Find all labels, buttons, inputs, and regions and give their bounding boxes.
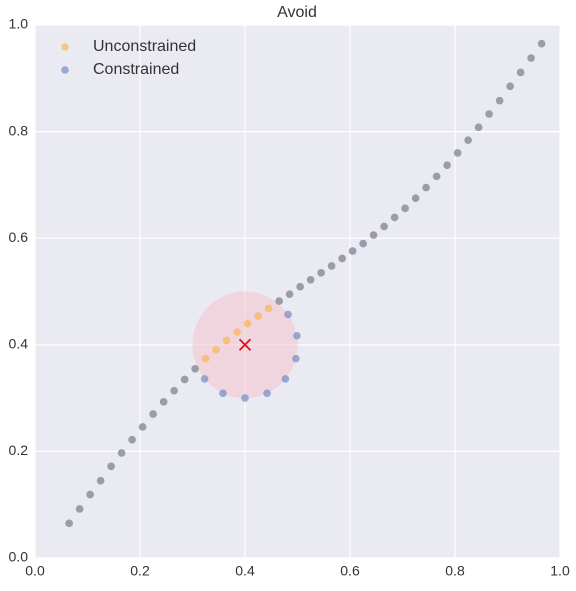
point xyxy=(263,389,271,398)
point xyxy=(527,54,535,62)
x-tick-label: 1.0 xyxy=(550,563,570,579)
point xyxy=(201,354,210,363)
point xyxy=(138,423,147,431)
legend-marker xyxy=(61,66,69,74)
point xyxy=(170,386,178,395)
point xyxy=(128,435,136,444)
point xyxy=(241,394,249,402)
y-tick-label: 0.4 xyxy=(9,336,29,352)
point xyxy=(275,297,283,305)
point xyxy=(422,183,430,192)
point xyxy=(380,222,388,231)
point xyxy=(219,389,227,398)
point xyxy=(200,375,209,383)
point xyxy=(86,490,94,499)
legend-label: Unconstrained xyxy=(93,38,196,55)
point xyxy=(281,375,290,383)
point xyxy=(117,449,126,457)
point xyxy=(65,519,73,528)
point xyxy=(96,476,105,485)
point xyxy=(180,375,189,384)
point xyxy=(369,231,378,239)
point xyxy=(292,354,300,363)
y-tick-label: 0.6 xyxy=(9,229,29,245)
point xyxy=(149,410,157,418)
point xyxy=(401,204,409,213)
point xyxy=(107,462,115,471)
point xyxy=(348,247,357,255)
x-tick-label: 0.8 xyxy=(445,563,465,579)
point xyxy=(390,213,399,222)
x-tick-label: 0.4 xyxy=(235,563,255,579)
point xyxy=(285,290,294,298)
point xyxy=(506,82,514,91)
x-tick-label: 0.0 xyxy=(25,563,45,579)
point xyxy=(306,275,315,284)
point xyxy=(485,110,493,118)
point xyxy=(464,136,472,144)
point xyxy=(75,505,84,513)
point xyxy=(222,336,231,345)
point xyxy=(317,269,325,277)
point xyxy=(537,39,546,48)
point xyxy=(495,96,504,105)
y-tick-label: 0.2 xyxy=(9,442,29,458)
x-tick-label: 0.2 xyxy=(130,563,150,579)
obstacle-center xyxy=(238,338,252,351)
legend-label: Constrained xyxy=(93,61,179,78)
point xyxy=(474,123,483,132)
point xyxy=(432,172,441,181)
point xyxy=(359,239,367,248)
y-tick-label: 0.8 xyxy=(9,122,29,138)
point xyxy=(284,310,292,319)
chart-title: Avoid xyxy=(277,4,317,21)
point xyxy=(159,398,168,406)
point xyxy=(411,194,420,203)
x-tick-label: 0.6 xyxy=(340,563,360,579)
point xyxy=(191,364,199,373)
point xyxy=(296,282,304,291)
point xyxy=(443,161,451,169)
point xyxy=(293,331,301,340)
legend-marker xyxy=(61,43,69,51)
plot-area xyxy=(35,25,560,558)
point xyxy=(212,345,220,354)
point xyxy=(233,328,241,336)
y-tick-label: 1.0 xyxy=(9,16,29,32)
point xyxy=(243,319,252,328)
point xyxy=(327,262,336,270)
y-tick-label: 0.0 xyxy=(9,549,29,565)
point xyxy=(516,68,525,77)
point xyxy=(264,304,273,313)
point xyxy=(453,149,462,157)
point xyxy=(338,254,346,263)
point xyxy=(254,312,262,320)
